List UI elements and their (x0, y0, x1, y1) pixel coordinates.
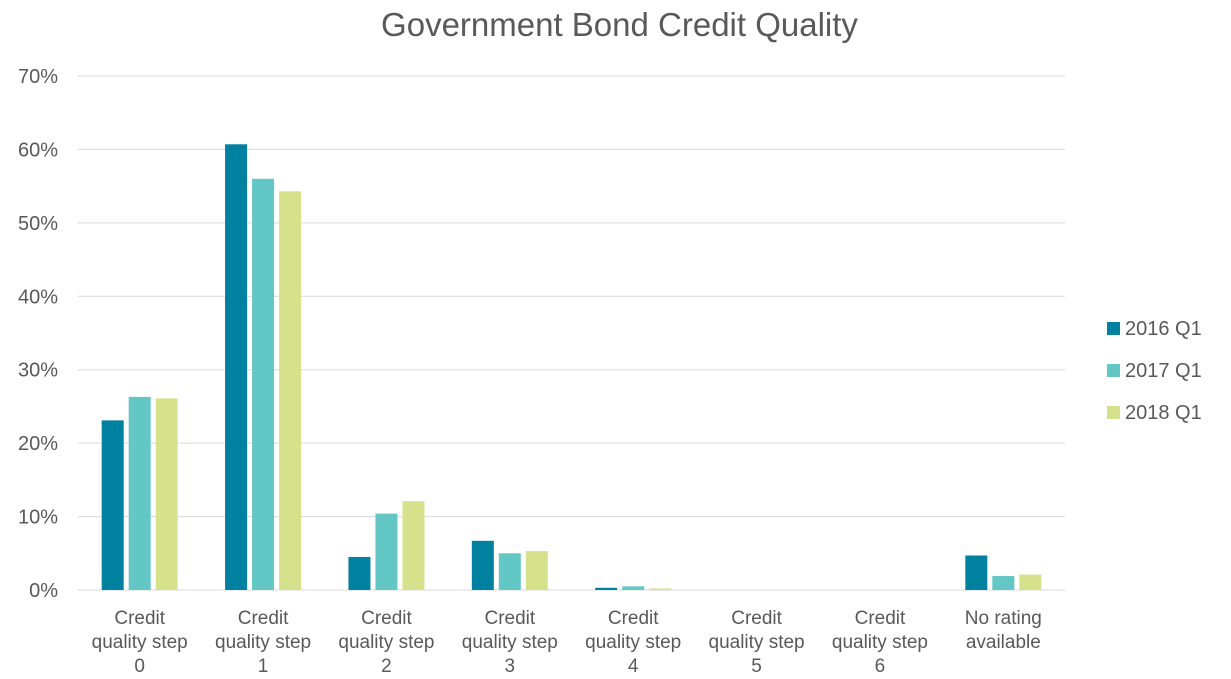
y-tick-label: 0% (29, 580, 58, 602)
x-category-label: Credit quality step 1 (215, 608, 311, 677)
y-tick-label: 40% (18, 286, 58, 308)
x-category-line: quality step (832, 632, 928, 653)
bar-2017-q1 (992, 576, 1015, 590)
x-category-line: Credit (855, 608, 906, 629)
x-category-line: Credit (238, 608, 289, 629)
x-category-label: Credit quality step 0 (92, 608, 188, 677)
y-tick-label: 10% (18, 507, 58, 529)
x-category-line: 5 (751, 656, 762, 677)
bar-2018-q1 (155, 398, 178, 590)
bars (101, 144, 1042, 591)
x-category-line: 3 (505, 656, 516, 677)
legend-label: 2017 Q1 (1125, 360, 1202, 382)
bar-2017-q1 (252, 178, 275, 591)
x-category-line: quality step (709, 632, 805, 653)
legend-label: 2018 Q1 (1125, 402, 1202, 424)
legend-swatch (1107, 406, 1120, 419)
x-category-line: 1 (258, 656, 269, 677)
x-category-label: No rating available (965, 608, 1042, 653)
bar-2018-q1 (1019, 574, 1042, 590)
x-category-line: Credit (114, 608, 165, 629)
bar-2017-q1 (128, 396, 151, 590)
y-axis-ticks: 0% 10% 20% 30% 40% 50% 60% 70% (18, 66, 58, 602)
legend-label: 2016 Q1 (1125, 318, 1202, 340)
legend-swatch (1107, 364, 1120, 377)
y-tick-label: 20% (18, 433, 58, 455)
x-category-line: Credit (731, 608, 782, 629)
y-tick-label: 30% (18, 360, 58, 382)
x-category-line: 2 (381, 656, 392, 677)
x-category-line: Credit (484, 608, 535, 629)
x-category-label: Credit quality step 3 (462, 608, 558, 677)
legend: 2016 Q1 2017 Q1 2018 Q1 (1107, 318, 1202, 424)
legend-swatch (1107, 322, 1120, 335)
y-tick-label: 50% (18, 213, 58, 235)
bar-2017-q1 (622, 586, 645, 590)
x-category-line: Credit (361, 608, 412, 629)
x-category-line: quality step (215, 632, 311, 653)
bar-2016-q1 (348, 556, 371, 590)
x-category-line: quality step (462, 632, 558, 653)
bar-2018-q1 (525, 551, 548, 590)
x-category-line: 6 (875, 656, 886, 677)
x-category-line: quality step (92, 632, 188, 653)
bar-2018-q1 (402, 501, 425, 590)
x-category-line: quality step (338, 632, 434, 653)
x-category-label: Credit quality step 6 (832, 608, 928, 677)
bar-2017-q1 (498, 553, 521, 590)
x-category-line: available (966, 632, 1041, 653)
x-category-line: Credit (608, 608, 659, 629)
bar-2017-q1 (375, 513, 398, 590)
y-tick-label: 70% (18, 66, 58, 88)
chart-title: Government Bond Credit Quality (381, 6, 858, 43)
x-category-line: quality step (585, 632, 681, 653)
bar-2016-q1 (101, 420, 124, 590)
bar-2018-q1 (279, 191, 302, 591)
y-tick-label: 60% (18, 139, 58, 161)
bar-2016-q1 (595, 587, 618, 590)
x-category-line: 4 (628, 656, 639, 677)
x-category-label: Credit quality step 4 (585, 608, 681, 677)
bar-2018-q1 (649, 588, 672, 590)
bar-2016-q1 (471, 540, 494, 590)
x-category-label: Credit quality step 5 (709, 608, 805, 677)
x-category-line: No rating (965, 608, 1042, 629)
x-category-label: Credit quality step 2 (338, 608, 434, 677)
bar-2016-q1 (965, 555, 988, 590)
bar-2016-q1 (225, 144, 248, 590)
x-category-line: 0 (134, 656, 145, 677)
